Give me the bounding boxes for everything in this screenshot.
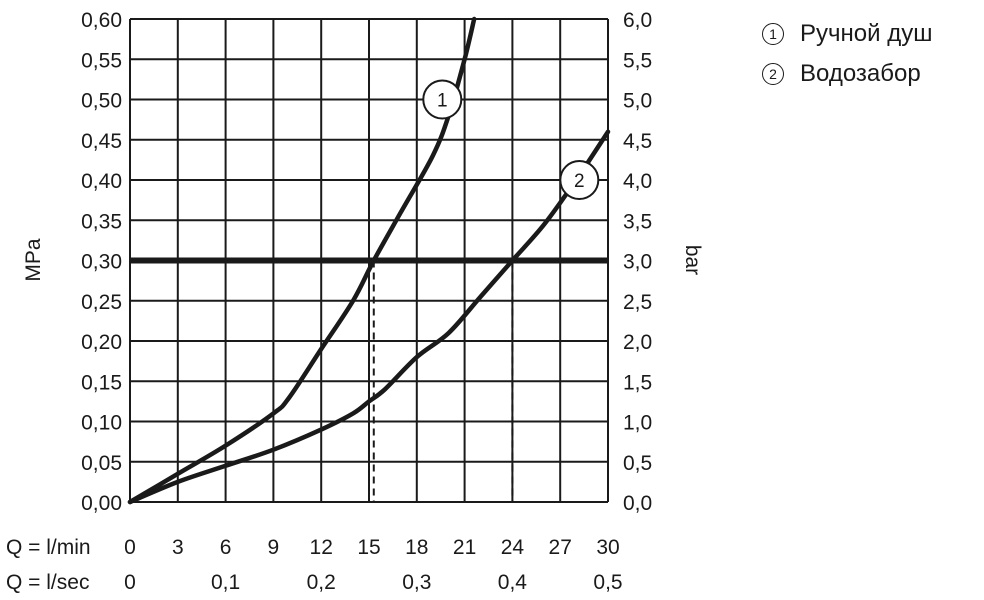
x-tick-label: 0 <box>124 536 136 559</box>
y-right-tick-label: 5,5 <box>623 49 652 72</box>
y-left-tick-label: 0,60 <box>81 9 122 32</box>
legend-item-2: 2 Водозабор <box>762 54 932 94</box>
y-right-tick-label: 4,5 <box>623 130 652 153</box>
y-right-tick-label: 0,5 <box>623 452 652 475</box>
legend-marker-2: 2 <box>762 63 784 85</box>
x-secondary-tick-label: 0,1 <box>211 571 240 594</box>
series-marker-label-1: 1 <box>437 91 448 112</box>
y-left-tick-label: 0,35 <box>81 210 122 233</box>
y-axis-right-label: bar <box>681 245 704 275</box>
y-right-tick-label: 4,0 <box>623 170 652 193</box>
y-right-tick-label: 2,0 <box>623 331 652 354</box>
y-right-tick-label: 1,5 <box>623 371 652 394</box>
x-secondary-tick-label: 0 <box>124 571 136 594</box>
x-axis-secondary-label: Q = l/sec <box>6 571 89 594</box>
series-markers-group: 12 <box>422 79 600 200</box>
series-line-2 <box>127 129 611 505</box>
y-right-tick-label: 6,0 <box>623 9 652 32</box>
y-left-tick-label: 0,45 <box>81 130 122 153</box>
legend-item-1: 1 Ручной душ <box>762 14 932 54</box>
x-secondary-tick-label: 0,3 <box>402 571 431 594</box>
y-left-tick-label: 0,10 <box>81 412 122 435</box>
x-axis-label: Q = l/min <box>6 536 91 559</box>
drop-lines-group <box>372 260 514 502</box>
legend-label-2: Водозабор <box>800 60 921 87</box>
x-tick-label: 12 <box>310 536 333 559</box>
series-marker-circle-2 <box>559 160 600 200</box>
series-marker-label-2: 2 <box>574 171 585 192</box>
y-right-tick-label: 2,5 <box>623 291 652 314</box>
series-marker-circle-1 <box>422 79 463 120</box>
x-axis-secondary-ticks: 0 0,1 0,2 0,3 0,4 0,5 <box>124 571 622 594</box>
x-tick-label: 3 <box>172 536 184 559</box>
legend: 1 Ручной душ 2 Водозабор <box>762 14 932 94</box>
legend-marker-1: 1 <box>762 23 784 45</box>
y-right-tick-label: 1,0 <box>623 412 652 435</box>
y-right-tick-label: 3,0 <box>623 251 652 274</box>
y-left-tick-label: 0,05 <box>81 452 122 475</box>
x-tick-label: 21 <box>453 536 476 559</box>
y-left-tick-label: 0,15 <box>81 371 122 394</box>
y-left-tick-label: 0,55 <box>81 49 122 72</box>
legend-label-1: Ручной душ <box>800 20 933 47</box>
x-axis-ticks: 0 3 6 9 12 15 18 21 24 27 30 <box>124 536 620 559</box>
y-axis-left-label: MPa <box>22 238 45 282</box>
x-secondary-tick-label: 0,5 <box>593 571 622 594</box>
y-left-tick-label: 0,30 <box>81 251 122 274</box>
y-left-tick-label: 0,00 <box>81 492 122 515</box>
y-right-tick-label: 3,5 <box>623 210 652 233</box>
y-left-tick-label: 0,20 <box>81 331 122 354</box>
y-left-tick-label: 0,25 <box>81 291 122 314</box>
y-right-tick-label: 5,0 <box>623 90 652 113</box>
x-tick-label: 30 <box>596 536 619 559</box>
x-tick-label: 27 <box>549 536 572 559</box>
right-axis-ticks: 0,0 0,5 1,0 1,5 2,0 2,5 3,0 3,5 4,0 4,5 5,0 5,5 6,0 <box>623 9 652 515</box>
x-tick-label: 15 <box>357 536 380 559</box>
x-tick-label: 6 <box>220 536 232 559</box>
x-tick-label: 24 <box>501 536 525 559</box>
y-right-tick-label: 0,0 <box>623 492 652 515</box>
y-left-tick-label: 0,50 <box>81 90 122 113</box>
x-tick-label: 18 <box>405 536 428 559</box>
x-tick-label: 9 <box>268 536 280 559</box>
y-left-tick-label: 0,40 <box>81 170 122 193</box>
left-axis-ticks: 0,00 0,05 0,10 0,15 0,20 0,25 0,30 0,35 0,40 0,45… <box>81 9 122 515</box>
x-secondary-tick-label: 0,4 <box>498 571 528 594</box>
x-secondary-tick-label: 0,2 <box>307 571 336 594</box>
